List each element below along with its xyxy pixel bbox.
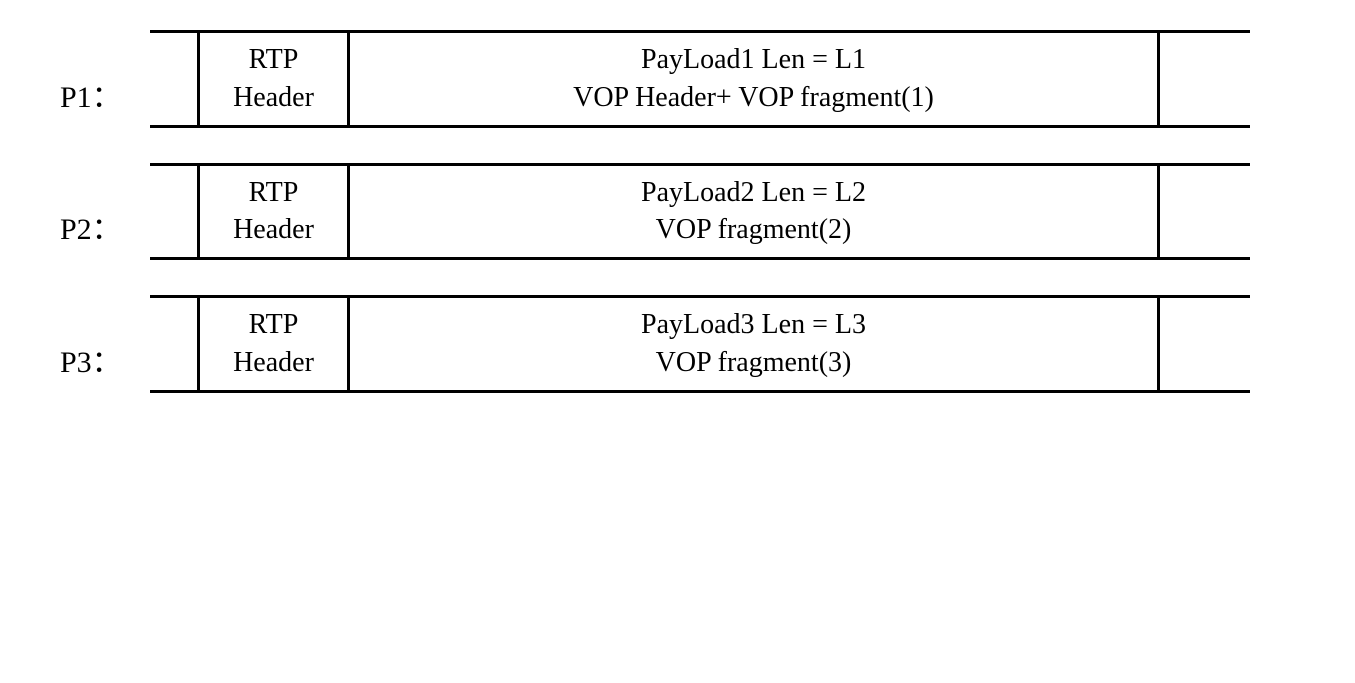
payload-line1: PayLoad1 Len = L1 (641, 41, 866, 79)
packet-row-p3: P3： RTP Header PayLoad3 Len = L3 VOP fra… (60, 295, 1295, 393)
rtp-header-cell: RTP Header (200, 298, 350, 390)
rtp-header-line2: Header (233, 79, 314, 117)
payload-cell: PayLoad1 Len = L1 VOP Header+ VOP fragme… (350, 33, 1160, 125)
packet-row-p2: P2： RTP Header PayLoad2 Len = L2 VOP fra… (60, 163, 1295, 261)
payload-line1: PayLoad2 Len = L2 (641, 174, 866, 212)
packet-table: RTP Header PayLoad1 Len = L1 VOP Header+… (150, 30, 1250, 128)
packet-spacer-left (150, 298, 200, 390)
rtp-header-line1: RTP (249, 306, 299, 344)
packet-label: P1： (60, 42, 150, 116)
packet-label: P2： (60, 174, 150, 248)
packet-spacer-right (1160, 33, 1250, 125)
payload-line2: VOP fragment(3) (656, 344, 852, 382)
payload-line2: VOP fragment(2) (656, 211, 852, 249)
packet-row-p1: P1： RTP Header PayLoad1 Len = L1 VOP Hea… (60, 30, 1295, 128)
rtp-header-line2: Header (233, 211, 314, 249)
rtp-header-line2: Header (233, 344, 314, 382)
packet-spacer-left (150, 33, 200, 125)
rtp-header-cell: RTP Header (200, 166, 350, 258)
rtp-header-cell: RTP Header (200, 33, 350, 125)
packet-spacer-left (150, 166, 200, 258)
packet-spacer-right (1160, 298, 1250, 390)
payload-line1: PayLoad3 Len = L3 (641, 306, 866, 344)
packet-table: RTP Header PayLoad3 Len = L3 VOP fragmen… (150, 295, 1250, 393)
rtp-header-line1: RTP (249, 41, 299, 79)
payload-cell: PayLoad2 Len = L2 VOP fragment(2) (350, 166, 1160, 258)
packet-label: P3： (60, 307, 150, 381)
payload-line2: VOP Header+ VOP fragment(1) (573, 79, 934, 117)
packet-spacer-right (1160, 166, 1250, 258)
rtp-header-line1: RTP (249, 174, 299, 212)
packet-table: RTP Header PayLoad2 Len = L2 VOP fragmen… (150, 163, 1250, 261)
payload-cell: PayLoad3 Len = L3 VOP fragment(3) (350, 298, 1160, 390)
